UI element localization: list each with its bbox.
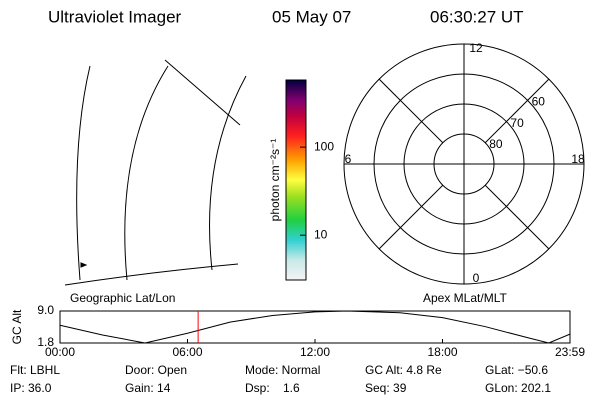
date: 05 May 07 <box>272 7 351 26</box>
x-tick-label: 00:00 <box>45 345 75 359</box>
x-tick-label: 06:00 <box>172 345 202 359</box>
mlat-label: 80 <box>489 137 503 151</box>
mlat-ring <box>433 133 495 195</box>
alt-line <box>59 310 571 344</box>
mlat-ring <box>373 73 555 255</box>
plot-frame <box>59 310 571 344</box>
polar-label: Apex MLat/MLT <box>423 291 507 305</box>
status-text: GLat: −50.6 <box>485 363 548 377</box>
title: Ultraviolet Imager <box>48 7 182 26</box>
x-tick-label: 12:00 <box>300 345 330 359</box>
polar-spoke <box>484 78 550 144</box>
status-text: Dsp: 1.6 <box>245 381 300 395</box>
status-text: Flt: LBHL <box>10 363 60 377</box>
mlat-label: 60 <box>532 95 546 109</box>
colorbar <box>285 79 307 281</box>
footer: Flt: LBHL Door: Open Mode: Normal GC Alt: 4… <box>10 363 551 395</box>
status-text: IP: 36.0 <box>10 381 52 395</box>
geo-label: Geographic Lat/Lon <box>70 291 175 305</box>
colorbar-tick-label: 10 <box>314 227 328 241</box>
mlt-label: 6 <box>345 152 352 166</box>
x-tick-label: 23:59 <box>555 345 585 359</box>
y-axis-label: GC Alt <box>10 309 24 344</box>
mlat-ring <box>403 103 525 225</box>
mlt-label: 18 <box>571 152 585 166</box>
colorbar-tick-label: 100 <box>314 139 334 153</box>
status-text: Mode: Normal <box>245 363 320 377</box>
status-text: Gain: 14 <box>125 381 171 395</box>
status-text: Door: Open <box>125 363 187 377</box>
y-tick-label: 1.8 <box>37 335 54 349</box>
mlt-label: 12 <box>469 41 483 55</box>
polar-spoke <box>378 78 444 144</box>
x-tick-label: 18:00 <box>427 345 457 359</box>
status-text: Seq: 39 <box>365 381 407 395</box>
y-tick-label: 9.0 <box>37 303 54 317</box>
polar-spoke <box>378 184 444 250</box>
colorbar-label: photon cm⁻²s⁻¹ <box>268 139 282 222</box>
mlat-label: 70 <box>510 116 524 130</box>
time: 06:30:27 UT <box>430 7 524 26</box>
mlt-label: 0 <box>473 271 480 285</box>
geo-grid <box>64 59 247 286</box>
status-text: GC Alt: 4.8 Re <box>365 363 442 377</box>
polar-spoke <box>484 184 550 250</box>
status-text: GLon: 202.1 <box>485 381 551 395</box>
